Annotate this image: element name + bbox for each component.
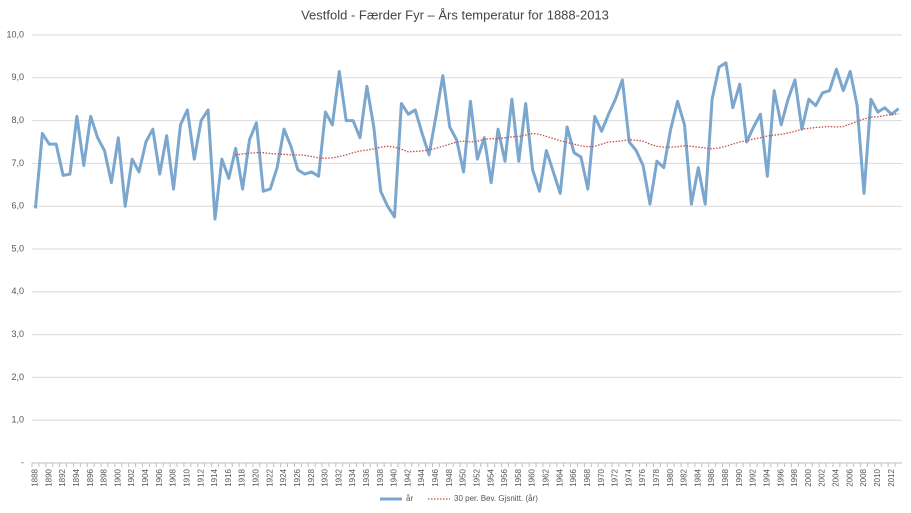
x-tick-label: 1892 [58, 468, 67, 486]
x-tick-label: 1910 [182, 468, 191, 486]
x-tick-label: 1964 [555, 468, 564, 486]
x-tick-label: 1906 [155, 468, 164, 486]
x-tick-label: 1896 [86, 468, 95, 486]
x-tick-label: 1956 [500, 468, 509, 486]
legend-label: 30 per. Bev. Gjsnitt. (år) [454, 494, 538, 503]
x-tick-label: 1916 [224, 468, 233, 486]
x-tick-label: 1990 [735, 468, 744, 486]
x-tick-label: 1984 [693, 468, 702, 486]
x-tick-label: 1920 [252, 468, 261, 486]
x-tick-label: 1936 [362, 468, 371, 486]
chart-title: Vestfold - Færder Fyr – Års temperatur f… [301, 7, 609, 22]
x-tick-label: 1938 [376, 468, 385, 486]
legend-label: år [406, 494, 413, 503]
x-tick-label: 2004 [832, 468, 841, 486]
x-tick-label: 1966 [569, 468, 578, 486]
x-tick-label: 1914 [210, 468, 219, 486]
x-tick-label: 1934 [348, 468, 357, 486]
x-tick-label: 1980 [666, 468, 675, 486]
x-tick-label: 1932 [334, 468, 343, 486]
x-tick-label: 1968 [583, 468, 592, 486]
x-tick-label: 1954 [486, 468, 495, 486]
x-tick-label: 1976 [638, 468, 647, 486]
x-tick-label: 1930 [321, 468, 330, 486]
y-tick-label: 3,0 [11, 329, 24, 339]
y-tick-label: 5,0 [11, 243, 24, 253]
x-tick-label: 1940 [390, 468, 399, 486]
x-tick-label: 1960 [528, 468, 537, 486]
x-tick-label: 1902 [127, 468, 136, 486]
x-tick-label: 1974 [624, 468, 633, 486]
y-tick-label: 9,0 [11, 72, 24, 82]
x-tick-label: 1994 [762, 468, 771, 486]
y-tick-label: 4,0 [11, 286, 24, 296]
x-tick-label: 1928 [307, 468, 316, 486]
series-line [235, 113, 899, 159]
x-tick-label: 1942 [403, 468, 412, 486]
x-tick-label: 1888 [31, 468, 40, 486]
x-tick-label: 1972 [611, 468, 620, 486]
x-tick-label: 1912 [196, 468, 205, 486]
x-tick-label: 1898 [100, 468, 109, 486]
x-tick-label: 1952 [472, 468, 481, 486]
x-tick-label: 1908 [169, 468, 178, 486]
y-tick-label: 1,0 [11, 415, 24, 425]
x-tick-label: 2000 [804, 468, 813, 486]
x-tick-label: 1962 [542, 468, 551, 486]
x-tick-label: 1992 [749, 468, 758, 486]
y-tick-label: - [21, 457, 24, 467]
series-line [33, 61, 900, 221]
x-tick-label: 1978 [652, 468, 661, 486]
x-tick-label: 1944 [417, 468, 426, 486]
y-tick-label: 10,0 [6, 29, 24, 39]
y-tick-label: 6,0 [11, 201, 24, 211]
x-tick-label: 1988 [721, 468, 730, 486]
x-tick-label: 2006 [845, 468, 854, 486]
x-tick-label: 1998 [790, 468, 799, 486]
x-tick-label: 2002 [818, 468, 827, 486]
y-tick-label: 7,0 [11, 158, 24, 168]
x-tick-label: 1958 [514, 468, 523, 486]
x-tick-label: 1900 [113, 468, 122, 486]
x-tick-label: 1946 [431, 468, 440, 486]
x-tick-label: 1890 [44, 468, 53, 486]
x-tick-label: 1918 [238, 468, 247, 486]
x-tick-label: 1996 [776, 468, 785, 486]
x-tick-label: 1970 [597, 468, 606, 486]
x-tick-label: 1982 [680, 468, 689, 486]
x-tick-label: 1950 [459, 468, 468, 486]
x-tick-label: 2010 [873, 468, 882, 486]
x-tick-label: 1924 [279, 468, 288, 486]
x-tick-label: 2012 [887, 468, 896, 486]
x-tick-label: 1894 [72, 468, 81, 486]
x-tick-label: 1986 [707, 468, 716, 486]
y-tick-label: 2,0 [11, 372, 24, 382]
x-tick-label: 1904 [141, 468, 150, 486]
x-tick-label: 1922 [265, 468, 274, 486]
x-tick-label: 2008 [859, 468, 868, 486]
x-tick-label: 1948 [445, 468, 454, 486]
x-tick-label: 1926 [293, 468, 302, 486]
y-tick-label: 8,0 [11, 115, 24, 125]
